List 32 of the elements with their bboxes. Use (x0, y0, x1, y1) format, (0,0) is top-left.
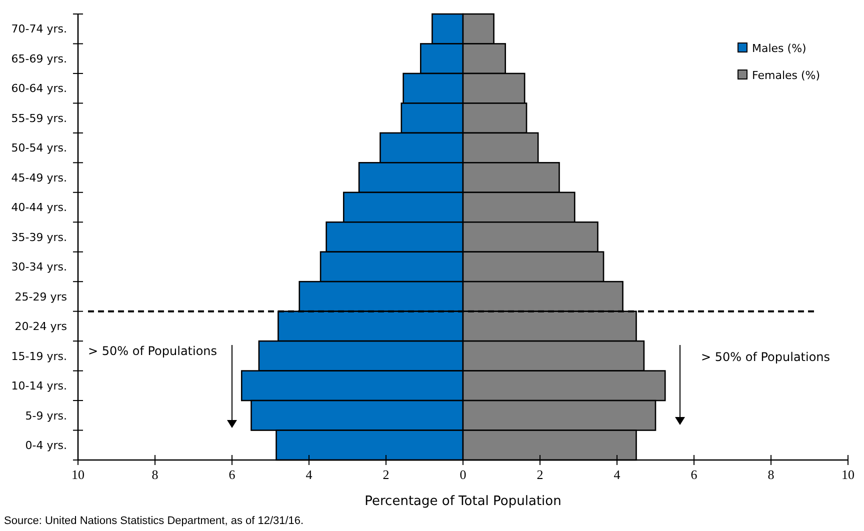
y-tick-label: 55-59 yrs. (11, 112, 67, 125)
y-tick-label: 10-14 yrs. (11, 380, 67, 393)
x-tick-label: 6 (228, 467, 236, 482)
y-tick-label: 35-39 yrs. (11, 230, 67, 244)
y-tick-label: 65-69 yrs. (11, 52, 67, 66)
x-tick-label: 2 (536, 467, 544, 482)
source-note: Source: United Nations Statistics Department, as of 12/31/16. (4, 515, 304, 527)
y-tick-label: 40-44 yrs. (11, 201, 67, 214)
y-tick-label: 45-49 yrs. (11, 171, 67, 184)
annotation: > 50% of Populations (88, 344, 218, 358)
y-tick-label: 50-54 yrs. (11, 142, 67, 155)
y-tick-label: 5-9 yrs. (25, 409, 67, 422)
x-tick-label: 6 (690, 467, 698, 482)
x-tick-label: 4 (306, 467, 313, 482)
x-tick-label: 10 (842, 467, 854, 482)
y-tick-label: 0-4 yrs. (25, 438, 67, 452)
x-tick-label: 4 (614, 467, 621, 482)
y-tick-label: 15-19 yrs. (11, 350, 67, 363)
x-tick-label: 0 (460, 467, 466, 482)
x-tick-label: 2 (382, 467, 390, 482)
y-tick-label: 25-29 yrs (14, 290, 68, 304)
y-tick-label: 20-24 yrs (14, 320, 68, 334)
y-tick-label: 60-64 yrs. (11, 82, 67, 96)
legend-label: Males (%) (752, 42, 806, 55)
y-tick-label: 30-34 yrs. (11, 260, 67, 274)
y-tick-label: 70-74 yrs. (11, 22, 67, 36)
legend-label: Females (%) (752, 68, 820, 82)
x-tick-label: 8 (768, 467, 774, 482)
x-tick-label: 8 (152, 467, 158, 482)
x-axis-title: Percentage of Total Population (364, 494, 562, 509)
x-tick-label: 10 (72, 467, 84, 482)
annotation: > 50% of Populations (701, 350, 830, 364)
